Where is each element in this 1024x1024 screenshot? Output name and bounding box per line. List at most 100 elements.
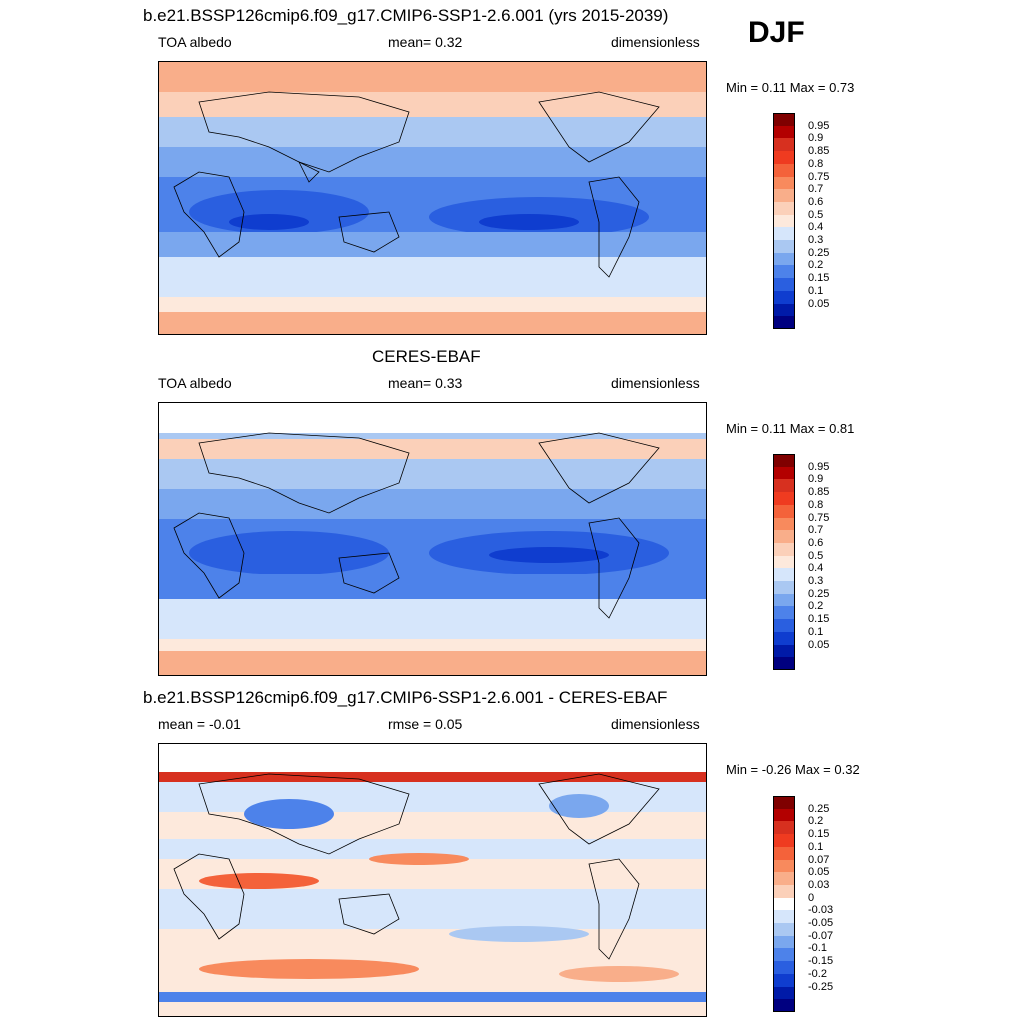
panel3-map [158, 743, 707, 1017]
colorbar-tick-label: 0.95 [808, 119, 830, 132]
colorbar-tick-label: 0.8 [808, 157, 824, 170]
panel3-map-field [159, 744, 706, 1016]
colorbar-frame [773, 454, 795, 670]
season-label: DJF [748, 16, 805, 49]
colorbar-tick-label: 0.7 [808, 183, 824, 196]
panel2-title: CERES-EBAF [372, 347, 481, 366]
panel3-minmax: Min = -0.26 Max = 0.32 [726, 762, 860, 777]
panel2-minmax: Min = 0.11 Max = 0.81 [726, 421, 855, 436]
colorbar-swatch [773, 973, 795, 987]
colorbar-tick-label: -0.2 [808, 967, 827, 980]
panel2-map-field [159, 403, 706, 675]
colorbar-tick-label: 0.2 [808, 259, 824, 272]
colorbar-swatch [773, 542, 795, 556]
colorbar-tick-label: 0.05 [808, 297, 830, 310]
colorbar-tick-label: 0.05 [808, 638, 830, 651]
panel2-mean-label: mean= 0.33 [388, 375, 463, 391]
colorbar-swatch [773, 910, 795, 924]
colorbar-swatch [773, 479, 795, 493]
colorbar-tick-label: 0.3 [808, 575, 824, 588]
colorbar-swatch [773, 189, 795, 203]
colorbar-tick-label: 0.15 [808, 828, 830, 841]
colorbar-swatch [773, 492, 795, 506]
colorbar-tick-label: 0.85 [808, 145, 830, 158]
panel2-units-label: dimensionless [611, 375, 700, 391]
colorbar-swatch [773, 303, 795, 317]
colorbar-swatch [773, 201, 795, 215]
colorbar-swatch [773, 265, 795, 279]
colorbar-swatch [773, 568, 795, 582]
colorbar-tick-label: 0.1 [808, 284, 824, 297]
colorbar-swatch [773, 657, 795, 671]
colorbar-tick-label: -0.07 [808, 929, 834, 942]
colorbar-swatch [773, 986, 795, 1000]
colorbar-tick-label: -0.1 [808, 942, 827, 955]
panel3-mean-label: mean = -0.01 [158, 716, 241, 732]
colorbar-swatch [773, 125, 795, 139]
colorbar-swatch [773, 606, 795, 620]
colorbar-swatch [773, 834, 795, 848]
colorbar-tick-label: -0.03 [808, 904, 834, 917]
colorbar-swatch [773, 163, 795, 177]
colorbar-frame [773, 113, 795, 329]
colorbar-swatch [773, 151, 795, 165]
colorbar-swatch [773, 555, 795, 569]
colorbar-tick-label: 0.15 [808, 272, 830, 285]
panel1-map [158, 61, 707, 335]
panel3-rmse-label: rmse = 0.05 [388, 716, 463, 732]
colorbar-swatch [773, 948, 795, 962]
colorbar-swatch [773, 884, 795, 898]
colorbar-tick-label: 0.95 [808, 460, 830, 473]
colorbar-tick-label: 0.25 [808, 246, 830, 259]
panel1-colorbar: 0.95 0.9 0.85 0.8 0.75 0.7 0.6 0.5 0.4 0.3 0.25 0.2… [773, 113, 873, 330]
colorbar-swatch [773, 138, 795, 152]
colorbar-tick-label: 0.6 [808, 195, 824, 208]
colorbar-tick-label: 0.9 [808, 473, 824, 486]
panel1-mean-label: mean= 0.32 [388, 34, 463, 50]
colorbar-tick-label: 0.5 [808, 549, 824, 562]
colorbar-tick-label: 0.2 [808, 600, 824, 613]
colorbar-tick-label: 0.25 [808, 802, 830, 815]
colorbar-tick-label: 0.8 [808, 498, 824, 511]
colorbar-tick-label: -0.05 [808, 917, 834, 930]
colorbar-frame [773, 796, 795, 1012]
colorbar-swatch [773, 593, 795, 607]
colorbar-swatch [773, 999, 795, 1013]
panel2-variable-label: TOA albedo [158, 375, 232, 391]
colorbar-swatch [773, 821, 795, 835]
colorbar-swatch [773, 581, 795, 595]
colorbar-swatch [773, 454, 795, 467]
colorbar-tick-label: 0.05 [808, 866, 830, 879]
colorbar-swatch [773, 961, 795, 975]
colorbar-tick-label: 0.9 [808, 132, 824, 145]
panel2-colorbar: 0.95 0.9 0.85 0.8 0.75 0.7 0.6 0.5 0.4 0.3 0.25 0.2… [773, 454, 873, 671]
colorbar-swatch [773, 278, 795, 292]
colorbar-tick-label: 0.6 [808, 536, 824, 549]
colorbar-swatch [773, 240, 795, 254]
colorbar-swatch [773, 644, 795, 658]
colorbar-swatch [773, 897, 795, 911]
colorbar-swatch [773, 252, 795, 266]
colorbar-tick-label: 0.75 [808, 511, 830, 524]
colorbar-swatch [773, 517, 795, 531]
colorbar-swatch [773, 619, 795, 633]
colorbar-tick-label: 0.85 [808, 486, 830, 499]
colorbar-swatch [773, 316, 795, 330]
colorbar-tick-label: 0.25 [808, 587, 830, 600]
colorbar-swatch [773, 935, 795, 949]
colorbar-swatch [773, 631, 795, 645]
colorbar-swatch [773, 808, 795, 822]
panel1-units-label: dimensionless [611, 34, 700, 50]
colorbar-swatch [773, 530, 795, 544]
colorbar-swatch [773, 846, 795, 860]
panel1-title: b.e21.BSSP126cmip6.f09_g17.CMIP6-SSP1-2.… [143, 6, 669, 25]
colorbar-tick-label: 0.3 [808, 234, 824, 247]
colorbar-swatch [773, 290, 795, 304]
panel3-units-label: dimensionless [611, 716, 700, 732]
panel3-colorbar: 0.25 0.2 0.15 0.1 0.07 0.05 0.03 0 -0.03 -0.05 -0.… [773, 796, 873, 1013]
colorbar-tick-label: 0.4 [808, 221, 824, 234]
colorbar-tick-label: 0.4 [808, 562, 824, 575]
panel1-minmax: Min = 0.11 Max = 0.73 [726, 80, 855, 95]
panel1-variable-label: TOA albedo [158, 34, 232, 50]
colorbar-tick-label: 0 [808, 891, 815, 904]
